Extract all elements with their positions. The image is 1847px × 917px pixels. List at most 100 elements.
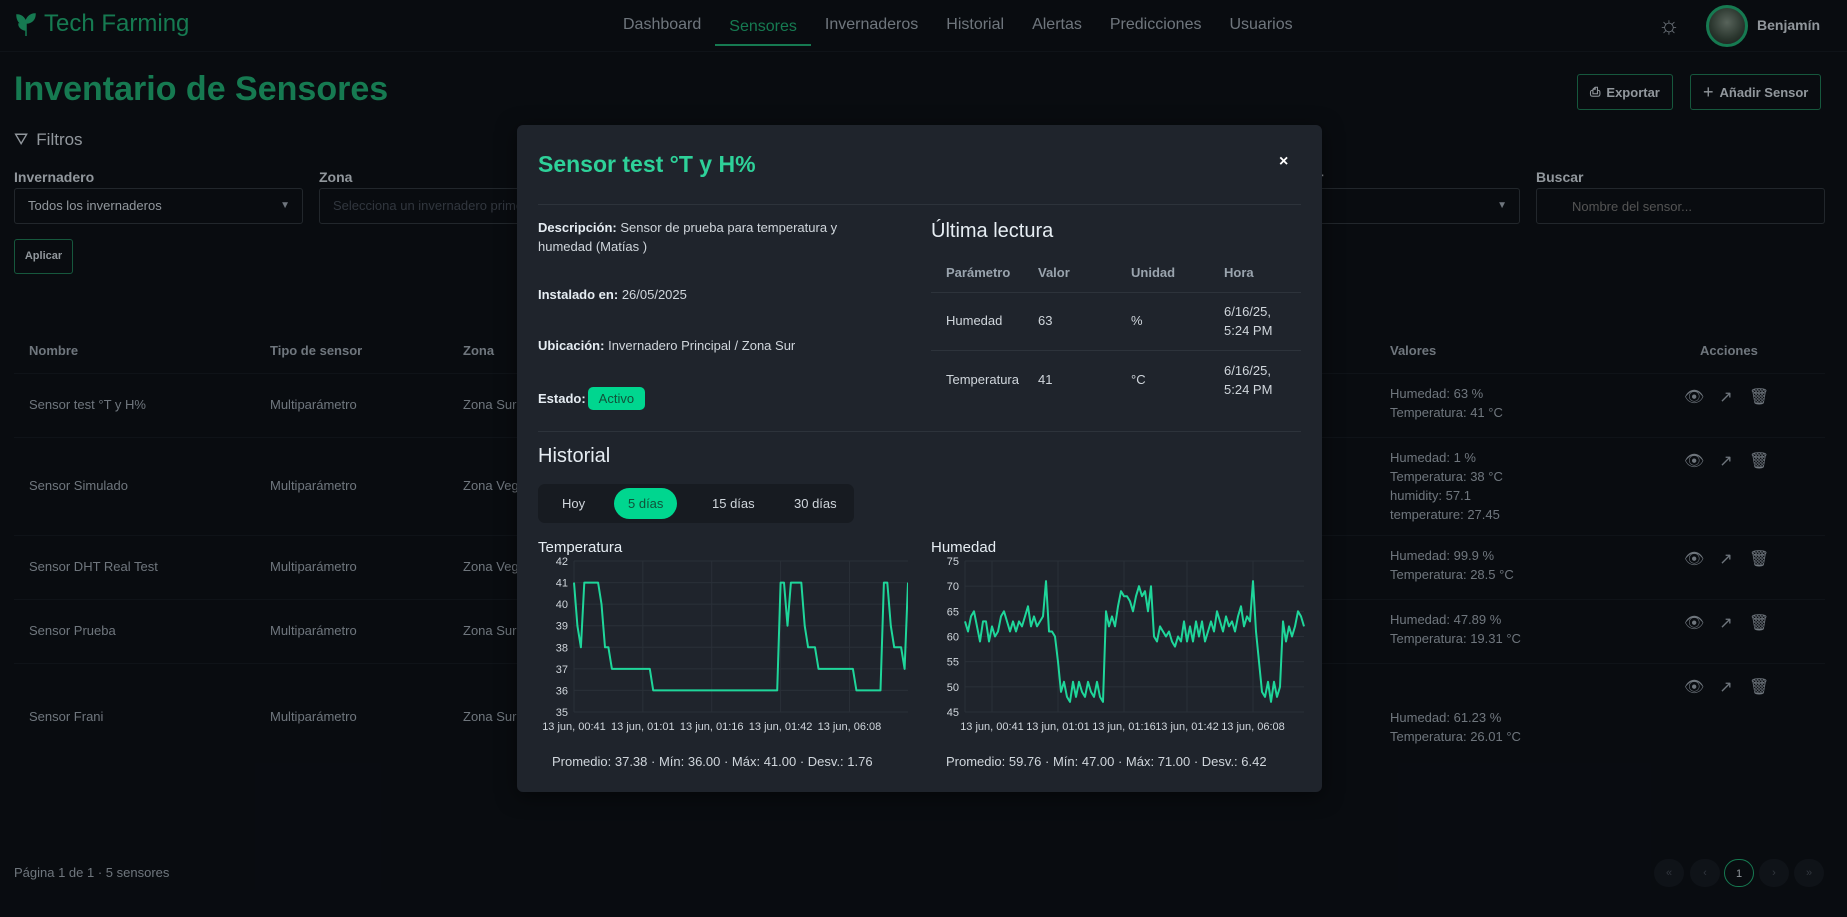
nav-predicciones[interactable]: Predicciones xyxy=(1109,16,1202,33)
installed-label: Instalado en: xyxy=(538,287,619,302)
tab-5-dias[interactable]: 5 días xyxy=(614,488,678,519)
view-eye-icon[interactable]: 👁︎ xyxy=(1684,453,1705,470)
sensor-value: Humedad: 99.9 % xyxy=(1390,548,1495,563)
y-tick-label: 41 xyxy=(556,578,568,590)
brand-name: Tech Farming xyxy=(44,10,190,37)
close-icon[interactable]: × xyxy=(1279,153,1289,170)
delete-trash-icon[interactable]: 🗑︎ xyxy=(1749,679,1770,696)
invernadero-select[interactable]: Todos los invernaderos ▼ xyxy=(14,188,303,224)
sensor-type: Multiparámetro xyxy=(270,478,357,493)
page-prev-button[interactable]: ‹ xyxy=(1690,859,1720,887)
page-1-button[interactable]: 1 xyxy=(1724,859,1754,887)
filters-title: Filtros xyxy=(36,130,83,149)
nav-historial[interactable]: Historial xyxy=(946,16,1005,33)
page-next-button[interactable]: › xyxy=(1759,859,1789,887)
caret-down-icon: ▼ xyxy=(280,200,290,211)
sensor-zone: Zona Vega xyxy=(463,559,526,574)
installed-value: 26/05/2025 xyxy=(621,287,687,302)
tab-15-dias[interactable]: 15 días xyxy=(712,496,755,511)
view-eye-icon[interactable]: 👁︎ xyxy=(1684,551,1705,568)
last-reading-title: Última lectura xyxy=(931,220,1054,242)
reading-unit: % xyxy=(1131,313,1143,328)
filter-icon: ⛛ xyxy=(14,130,29,149)
brand-logo[interactable]: Tech Farming xyxy=(14,10,189,38)
search-input[interactable] xyxy=(1536,188,1825,224)
sensor-type: Multiparámetro xyxy=(270,708,357,724)
invernadero-label: Invernadero xyxy=(14,169,95,185)
theme-toggle-sun-icon[interactable]: ☼ xyxy=(1658,12,1680,39)
temperature-chart: 35 36 37 38 39 40 41 42 13 jun, 00:41 13 jun, 01:… xyxy=(542,557,908,733)
view-eye-icon[interactable]: 👁︎ xyxy=(1684,679,1705,696)
nav-alertas[interactable]: Alertas xyxy=(1032,16,1082,33)
th-hora: Hora xyxy=(1224,265,1254,280)
sensor-value: Temperatura: 19.31 °C xyxy=(1390,631,1521,646)
y-tick-label: 75 xyxy=(947,557,959,568)
nav-dashboard[interactable]: Dashboard xyxy=(623,16,702,33)
y-tick-label: 45 xyxy=(947,707,959,719)
page-last-button[interactable]: » xyxy=(1794,859,1824,887)
sensor-value: Humedad: 63 % xyxy=(1390,386,1484,401)
sensor-value: humidity: 57.1 xyxy=(1390,488,1471,503)
view-eye-icon[interactable]: 👁︎ xyxy=(1684,615,1705,632)
add-sensor-button[interactable]: + Añadir Sensor xyxy=(1690,74,1822,110)
state: Estado: Activo xyxy=(538,387,888,410)
series-line xyxy=(964,580,1305,703)
zona-placeholder: Selecciona un invernadero primero xyxy=(333,198,535,213)
avatar[interactable] xyxy=(1706,5,1748,47)
nav-usuarios[interactable]: Usuarios xyxy=(1229,16,1293,33)
pagination-info: Página 1 de 1 · 5 sensores xyxy=(14,865,170,880)
col-zona: Zona xyxy=(463,343,495,358)
edit-icon[interactable]: ↗ xyxy=(1719,389,1733,406)
export-button[interactable]: ⎙ Exportar xyxy=(1577,74,1673,110)
col-tipo: Tipo de sensor xyxy=(270,343,363,358)
humidity-chart-title: Humedad xyxy=(931,539,997,556)
x-tick-label: 13 jun, 06:08 xyxy=(818,721,882,733)
delete-trash-icon[interactable]: 🗑︎ xyxy=(1749,453,1770,470)
edit-icon[interactable]: ↗ xyxy=(1719,615,1733,632)
nav-invernaderos[interactable]: Invernaderos xyxy=(824,16,919,33)
humidity-stats: Promedio: 59.76 · Mín: 47.00 · Máx: 71.0… xyxy=(946,754,1267,769)
sensor-name: Sensor Simulado xyxy=(29,478,128,493)
sensor-zone: Zona Vega xyxy=(463,478,526,493)
y-tick-label: 37 xyxy=(556,664,568,676)
tab-hoy[interactable]: Hoy xyxy=(562,496,586,511)
y-tick-label: 60 xyxy=(947,632,959,644)
temperature-chart-title: Temperatura xyxy=(538,539,623,556)
delete-trash-icon[interactable]: 🗑︎ xyxy=(1749,551,1770,568)
delete-trash-icon[interactable]: 🗑︎ xyxy=(1749,615,1770,632)
apply-button[interactable]: Aplicar xyxy=(14,239,73,274)
reading-time: 6/16/25, 5:24 PM xyxy=(1224,304,1273,338)
sensor-name: Sensor DHT Real Test xyxy=(29,559,158,574)
tab-30-dias[interactable]: 30 días xyxy=(794,496,837,511)
user-name[interactable]: Benjamín xyxy=(1757,17,1821,33)
sensor-value: Temperatura: 41 °C xyxy=(1390,405,1503,420)
nav-sensores[interactable]: Sensores xyxy=(715,4,811,46)
y-tick-label: 70 xyxy=(947,581,959,593)
y-tick-label: 50 xyxy=(947,682,959,694)
edit-icon[interactable]: ↗ xyxy=(1719,679,1733,696)
range-tabs: Hoy 5 días 15 días 30 días xyxy=(538,484,854,523)
sensor-type: Multiparámetro xyxy=(270,623,357,638)
reading-time: 6/16/25, 5:24 PM xyxy=(1224,363,1273,397)
x-tick-label: 13 jun, 00:41 xyxy=(542,721,606,733)
filters-heading: ⛛ Filtros xyxy=(14,130,83,150)
x-tick-label: 13 jun, 01:16 xyxy=(680,721,744,733)
top-navbar: Tech Farming Dashboard Sensores Invernad… xyxy=(0,0,1847,52)
installed: Instalado en: 26/05/2025 xyxy=(538,285,888,304)
x-tick-label: 13 jun, 06:08 xyxy=(1221,721,1285,733)
sensor-zone: Zona Sur xyxy=(463,397,517,412)
description-value: Sensor de prueba para temperatura y hume… xyxy=(538,220,838,254)
buscar-label: Buscar xyxy=(1536,169,1584,185)
sensor-value: Humedad: 61.23 % xyxy=(1390,710,1502,725)
delete-trash-icon[interactable]: 🗑︎ xyxy=(1749,389,1770,406)
sensor-zone: Zona Sur xyxy=(463,708,517,724)
edit-icon[interactable]: ↗ xyxy=(1719,453,1733,470)
view-eye-icon[interactable]: 👁︎ xyxy=(1684,389,1705,406)
page-first-button[interactable]: « xyxy=(1654,859,1684,887)
divider xyxy=(538,204,1301,205)
sensor-type: Multiparámetro xyxy=(270,397,357,412)
reading-unit: °C xyxy=(1131,372,1146,387)
edit-icon[interactable]: ↗ xyxy=(1719,551,1733,568)
sensor-value: Temperatura: 26.01 °C xyxy=(1390,729,1521,744)
location-value: Invernadero Principal / Zona Sur xyxy=(608,338,796,353)
